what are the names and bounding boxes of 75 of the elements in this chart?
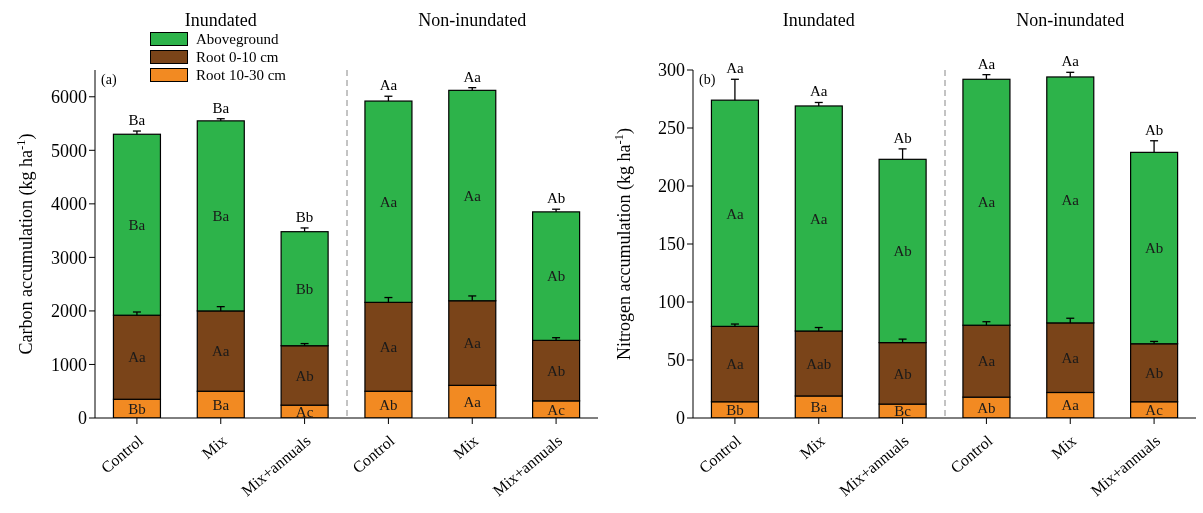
total-label: Aa xyxy=(977,55,996,72)
data-label: Ba xyxy=(810,399,828,416)
annotation: (a) xyxy=(101,72,117,88)
y-tick-label: 150 xyxy=(658,234,685,255)
data-label: Aa xyxy=(1061,349,1080,366)
text: Inundated xyxy=(782,10,855,31)
data-label: Ab xyxy=(893,365,912,382)
y-tick-label: 6000 xyxy=(51,87,87,108)
legend-label: Root 10-30 cm xyxy=(196,66,286,84)
total-label: Ba xyxy=(212,99,230,116)
data-label: Aa xyxy=(212,343,230,360)
data-label: Aa xyxy=(463,393,482,410)
data-label: Ba xyxy=(212,396,230,413)
total-label: Ab xyxy=(1144,121,1164,138)
total-label: Bb xyxy=(295,208,314,225)
data-label: Ac xyxy=(1145,402,1164,419)
text: Inundated xyxy=(184,10,257,31)
data-label: Aa xyxy=(977,194,996,211)
x-tick-label: Mix xyxy=(796,431,828,463)
data-label: Ac xyxy=(547,401,566,418)
y-tick-label: 100 xyxy=(658,292,685,313)
data-label: Aa xyxy=(1061,397,1080,414)
data-label: Bb xyxy=(295,280,314,297)
total-label: Aa xyxy=(1061,53,1080,70)
y-tick-label: 1000 xyxy=(51,354,87,375)
data-label: Ab xyxy=(1144,240,1164,257)
data-label: Bb xyxy=(128,400,146,417)
data-label: Aa xyxy=(128,349,147,366)
y-tick-label: 2000 xyxy=(51,301,87,322)
data-label: Ab xyxy=(295,367,314,384)
legend-label: Aboveground xyxy=(196,30,279,48)
data-label: Aa xyxy=(463,187,482,204)
y-tick-label: 4000 xyxy=(51,194,87,215)
data-label: Aa xyxy=(463,335,482,352)
data-label: Ab xyxy=(379,396,398,413)
total-label: Aa xyxy=(726,60,744,77)
y-tick-label: 200 xyxy=(658,176,685,197)
data-label: Ba xyxy=(212,208,230,225)
y-tick-label: 250 xyxy=(658,118,685,139)
total-label: Aa xyxy=(463,68,482,85)
x-tick-label: Mix xyxy=(198,431,230,463)
y-tick-label: 50 xyxy=(667,350,685,371)
data-label: Ac xyxy=(295,403,314,420)
data-label: Aa xyxy=(379,339,398,356)
y-tick-label: 0 xyxy=(78,408,87,429)
data-label: Aa xyxy=(977,353,996,370)
data-label: Bb xyxy=(726,402,744,419)
data-label: Ab xyxy=(977,399,996,416)
annotation: (b) xyxy=(699,72,716,88)
x-tick-label: Mix xyxy=(450,431,482,463)
data-label: Ab xyxy=(546,268,566,285)
total-label: Ab xyxy=(546,190,566,207)
data-label: Ab xyxy=(893,243,912,260)
text: Non-inundated xyxy=(1016,10,1125,31)
data-label: Aa xyxy=(810,210,828,227)
data-label: Aab xyxy=(806,355,832,372)
y-tick-label: 5000 xyxy=(51,140,87,161)
data-label: Aa xyxy=(726,205,745,222)
data-label: Bc xyxy=(894,403,912,420)
y-tick-label: 3000 xyxy=(51,247,87,268)
data-label: Ab xyxy=(1144,365,1164,382)
y-tick-label: 0 xyxy=(676,408,685,429)
y-tick-label: 300 xyxy=(658,60,685,81)
total-label: Ba xyxy=(128,112,146,129)
legend-label: Root 0-10 cm xyxy=(196,48,279,66)
total-label: Aa xyxy=(810,83,828,100)
data-label: Aa xyxy=(379,193,398,210)
data-label: Ab xyxy=(546,362,566,379)
x-tick-label: Mix xyxy=(1048,431,1080,463)
text: Non-inundated xyxy=(418,10,527,31)
data-label: Aa xyxy=(726,356,745,373)
total-label: Aa xyxy=(379,77,398,94)
total-label: Ab xyxy=(893,129,912,146)
data-label: Ba xyxy=(128,216,146,233)
data-label: Aa xyxy=(1061,192,1080,209)
